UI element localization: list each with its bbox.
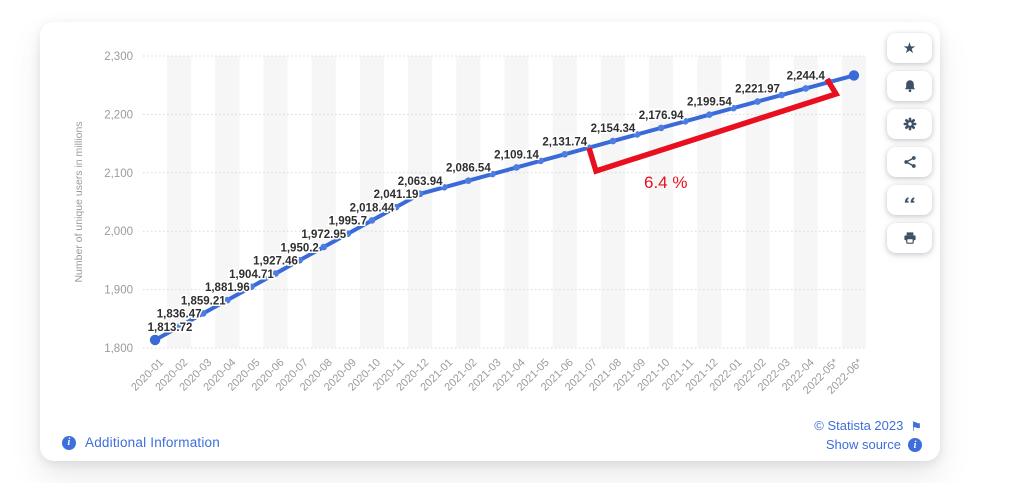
svg-text:1,972.95: 1,972.95 bbox=[301, 229, 346, 241]
notifications-button[interactable] bbox=[887, 71, 932, 101]
svg-text:2,176.94: 2,176.94 bbox=[639, 110, 684, 122]
svg-text:2,063.94: 2,063.94 bbox=[398, 176, 443, 188]
bell-icon bbox=[904, 80, 915, 92]
svg-text:2,000: 2,000 bbox=[104, 226, 133, 238]
info-icon: i bbox=[62, 435, 76, 450]
chart-card: 1,800 1,900 2,000 2,100 2,200 2,300 Number of … bbox=[40, 22, 940, 461]
svg-text:2,221.97: 2,221.97 bbox=[735, 84, 780, 96]
additional-information-link[interactable]: i Additional Information bbox=[62, 435, 220, 450]
show-source-link[interactable]: Show source i bbox=[826, 437, 922, 453]
share-icon bbox=[903, 156, 916, 168]
show-source-label: Show source bbox=[825, 437, 901, 452]
printer-icon bbox=[903, 232, 916, 244]
svg-text:2,131.74: 2,131.74 bbox=[542, 136, 587, 148]
gear-icon bbox=[903, 117, 916, 131]
svg-text:2,109.14: 2,109.14 bbox=[494, 149, 539, 161]
svg-text:2,086.54: 2,086.54 bbox=[446, 163, 491, 175]
y-axis-title: Number of unique users in millions bbox=[73, 121, 85, 282]
svg-text:1,950.2: 1,950.2 bbox=[280, 242, 318, 254]
quote-icon bbox=[904, 197, 914, 203]
copyright-row: © Statista 2023 ⚑ bbox=[814, 418, 922, 434]
source-block: © Statista 2023 ⚑ Show source i bbox=[814, 418, 922, 453]
settings-button[interactable] bbox=[887, 109, 932, 139]
action-rail: ★ bbox=[887, 33, 932, 253]
annotation-text: 6.4 % bbox=[644, 173, 687, 192]
star-icon: ★ bbox=[902, 39, 917, 57]
svg-text:1,904.71: 1,904.71 bbox=[229, 269, 274, 281]
svg-text:1,881.96: 1,881.96 bbox=[205, 282, 250, 294]
svg-text:1,800: 1,800 bbox=[104, 343, 133, 355]
x-axis-labels: 2020-012020-022020-032020-042020-052020-… bbox=[129, 356, 865, 397]
svg-text:2,100: 2,100 bbox=[104, 168, 133, 180]
additional-information-label: Additional Information bbox=[85, 435, 220, 450]
svg-text:1,813.72: 1,813.72 bbox=[148, 322, 193, 334]
plot-stripes bbox=[167, 56, 866, 348]
svg-text:1,836.47: 1,836.47 bbox=[157, 309, 202, 321]
series-line bbox=[153, 73, 856, 342]
info-icon: i bbox=[908, 438, 922, 452]
svg-text:1,995.7: 1,995.7 bbox=[329, 216, 367, 228]
print-button[interactable] bbox=[887, 223, 932, 253]
favorite-button[interactable]: ★ bbox=[887, 33, 932, 63]
line-chart: 1,800 1,900 2,000 2,100 2,200 2,300 Number of … bbox=[73, 51, 866, 397]
y-axis-labels: 1,800 1,900 2,000 2,100 2,200 2,300 bbox=[104, 51, 133, 355]
growth-annotation: 6.4 % bbox=[586, 77, 841, 192]
point-labels: 1,813.721,836.47 1,859.211,881.961,904.71… bbox=[146, 69, 827, 336]
svg-text:2,018.44: 2,018.44 bbox=[350, 202, 395, 214]
svg-text:2,300: 2,300 bbox=[104, 51, 133, 63]
svg-text:Number of unique users in mill: Number of unique users in millions bbox=[73, 121, 85, 282]
svg-text:1,900: 1,900 bbox=[104, 285, 133, 297]
share-button[interactable] bbox=[887, 147, 932, 177]
svg-text:2,244.4: 2,244.4 bbox=[787, 70, 826, 82]
flag-icon: ⚑ bbox=[910, 418, 922, 434]
svg-text:2,041.19: 2,041.19 bbox=[374, 189, 419, 201]
copyright-label: © Statista 2023 bbox=[814, 418, 904, 433]
svg-text:2,200: 2,200 bbox=[104, 109, 133, 121]
svg-text:2,154.34: 2,154.34 bbox=[591, 123, 636, 135]
svg-text:1,859.21: 1,859.21 bbox=[181, 295, 226, 307]
svg-text:2,199.54: 2,199.54 bbox=[687, 97, 732, 109]
series-points bbox=[149, 70, 860, 346]
cite-button[interactable] bbox=[887, 185, 932, 215]
svg-text:1,927.46: 1,927.46 bbox=[253, 256, 298, 268]
